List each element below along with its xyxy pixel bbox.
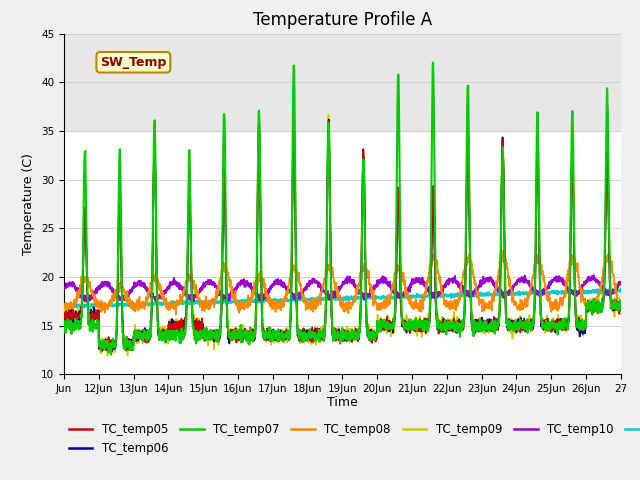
Legend: TC_temp05, TC_temp06, TC_temp07, TC_temp08, TC_temp09, TC_temp10, TC_temp11: TC_temp05, TC_temp06, TC_temp07, TC_temp…: [64, 419, 640, 460]
X-axis label: Time: Time: [327, 396, 358, 408]
Y-axis label: Temperature (C): Temperature (C): [22, 153, 35, 255]
Text: SW_Temp: SW_Temp: [100, 56, 166, 69]
Bar: [64, 34, 621, 131]
Title: Temperature Profile A: Temperature Profile A: [253, 11, 432, 29]
